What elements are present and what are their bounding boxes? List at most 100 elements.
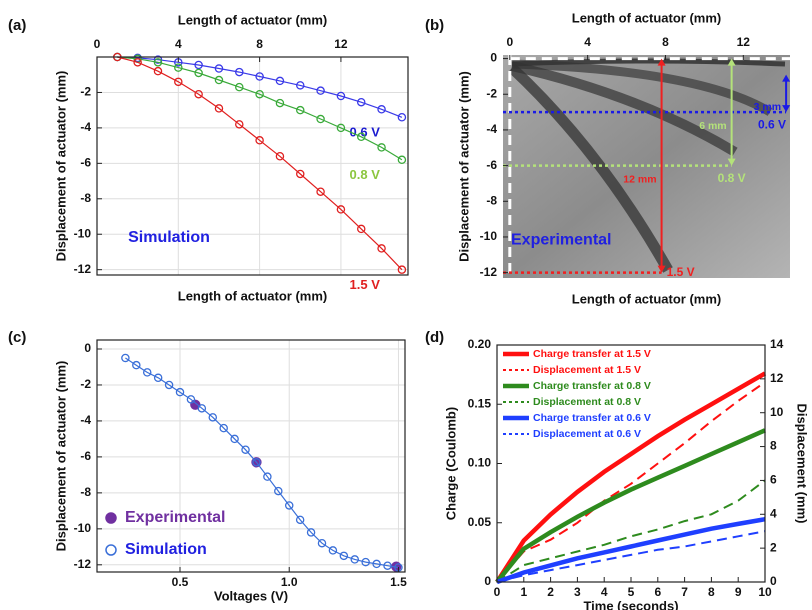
data-point [306,528,316,537]
x-tick-label: 4 [175,37,182,51]
y-axis-title: Displacement of actuator (mm) [53,361,68,552]
x-tick-label: 1.5 [390,575,407,589]
x-tick-label: 0 [94,37,101,51]
data-point [208,413,218,422]
y2-tick-label: 8 [770,439,777,453]
data-point [296,105,305,115]
x-tick-label: 6 [654,585,661,599]
data-point [175,387,185,397]
x-tick-label: 5 [628,585,635,599]
y-tick-label: 0 [84,341,91,355]
y-tick-label: 0 [490,51,497,65]
data-point [252,458,261,467]
series-line [496,530,766,583]
measure-label: 12 mm [623,173,656,185]
data-point [219,423,228,433]
x-axis-title: Time (seconds) [583,598,678,610]
x-tick-label: 4 [601,585,608,599]
x-tick-label: 12 [737,35,751,49]
x-tick-label: 10 [758,585,772,599]
series-line [496,381,766,583]
y2-axis-title: Displacement (mm) [795,404,810,524]
arrow-head [782,105,791,113]
y-tick-label: -2 [486,86,497,100]
data-point [316,187,325,196]
data-point [174,63,183,72]
plot-frame [96,339,406,573]
data-point [274,486,283,496]
legend-label: Simulation [125,541,207,558]
data-point [377,105,386,114]
data-point [164,380,174,390]
y-tick-label: -6 [80,449,91,463]
x-tick-label: 8 [708,585,715,599]
y-tick-label: 0.15 [468,396,492,410]
data-point [174,77,183,87]
data-point [121,353,130,363]
y-tick-label: -2 [80,377,91,391]
x-tick-label: 0 [494,585,501,599]
y-tick-label: -4 [80,413,91,427]
y-tick-label: -2 [80,85,91,99]
y-tick-label: -8 [486,193,497,207]
data-point [241,445,250,454]
photo-strip [511,59,773,116]
data-point [194,60,203,70]
data-point [263,472,272,481]
level-label: 0.6 V [758,117,786,131]
data-point [339,551,349,561]
y-tick-label: -12 [74,262,92,276]
series-label: 1.5 V [350,277,381,292]
x-axis-title-top: Length of actuator (mm) [178,12,328,27]
data-point [230,434,239,444]
data-point [372,559,381,569]
x-tick-label: 9 [735,585,742,599]
y-tick-label: 0.20 [468,337,492,351]
y-axis-title: Charge (Coulomb) [443,407,458,520]
data-point [397,155,407,165]
data-point [153,58,163,67]
y-tick-label: 0 [484,574,491,588]
series-line [117,56,403,161]
y-tick-label: -8 [80,485,91,499]
photo [503,55,790,278]
y2-tick-label: 10 [770,405,784,419]
legend-label: Displacement at 0.6 V [533,428,641,440]
legend-label: Charge transfer at 1.5 V [533,348,651,360]
panel-label: (d) [425,329,444,346]
y-tick-label: -6 [80,156,91,170]
y2-tick-label: 12 [770,371,784,385]
data-point [284,501,294,510]
series-line [495,428,766,584]
data-point [194,89,203,99]
x-axis-title: Length of actuator (mm) [178,288,328,303]
y-tick-label: -10 [480,229,498,243]
x-axis-title: Voltages (V) [214,588,288,603]
data-point [383,561,392,570]
annotation: Simulation [128,229,210,246]
data-point [317,538,327,548]
x-tick-label: 8 [662,35,669,49]
panel-label: (a) [8,17,26,34]
measure-label: 6 mm [699,120,726,132]
series-line [117,56,403,118]
data-point [255,72,264,81]
arrow-head [657,58,666,66]
photo-strip [510,61,738,157]
y-axis-title: Displacement of actuator (mm) [456,71,471,262]
data-point [295,515,305,525]
y-tick-label: -6 [486,158,497,172]
legend-label: Charge transfer at 0.6 V [533,412,651,424]
panel-label: (b) [425,17,444,34]
y-tick-label: -10 [74,226,92,240]
legend-label: Experimental [125,509,225,526]
data-point [214,64,224,73]
y-tick-label: -8 [80,191,91,205]
y2-tick-label: 14 [770,337,784,351]
legend-label: Displacement at 1.5 V [533,364,641,376]
y-tick-label: -4 [80,120,91,134]
y-tick-label: 0.05 [468,515,492,529]
x-axis-title: Length of actuator (mm) [572,291,722,306]
data-point [336,123,346,133]
data-point [316,114,325,124]
